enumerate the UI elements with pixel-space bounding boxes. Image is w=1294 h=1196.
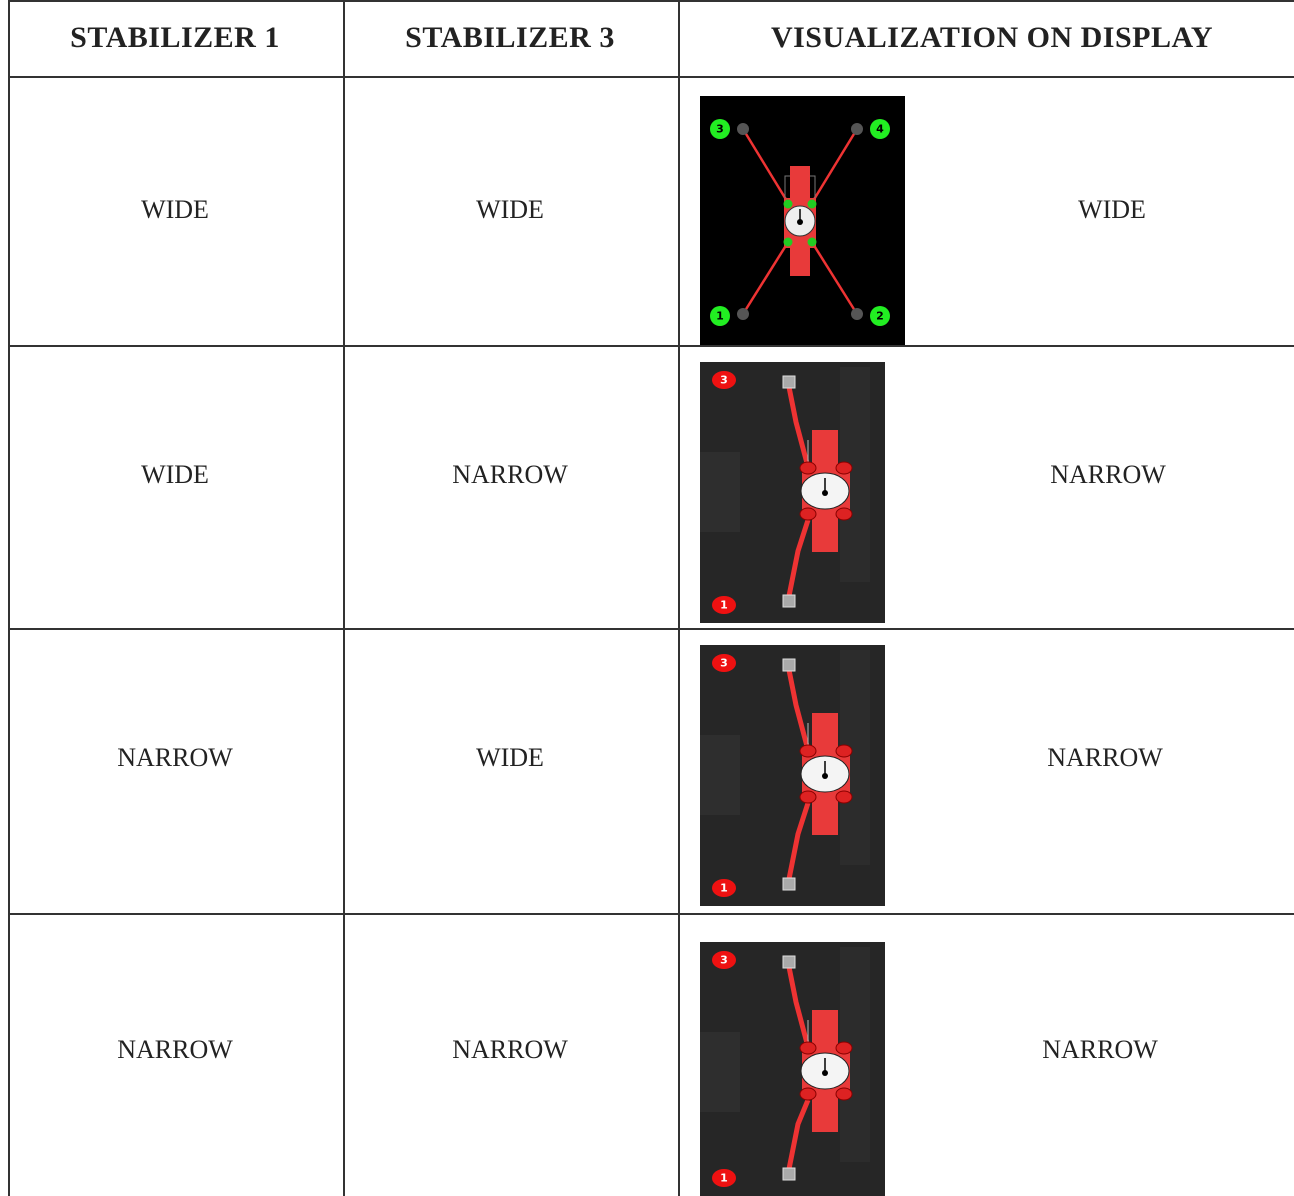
display-label: NARROW [1050,460,1166,489]
column-border [8,0,10,1196]
row-border [8,76,1294,78]
badge-number: 3 [720,374,728,387]
badge-number: 1 [716,310,724,323]
row-border [8,0,1294,2]
badge [712,879,736,897]
badge-number: 3 [716,123,724,136]
column-border [343,0,345,1196]
badge [870,119,890,139]
badge-number: 3 [720,954,728,967]
row-border [8,345,1294,347]
badge-number: 3 [720,657,728,670]
display-image: 31 [700,645,885,906]
display-label: WIDE [1078,195,1146,224]
stabilizer-3-cell: WIDE [476,743,544,772]
stabilizer-3-cell: NARROW [452,1035,568,1064]
row-border [8,628,1294,630]
badge [712,371,736,389]
column-border [678,0,680,1196]
badge [710,306,730,326]
display-image: 31 [700,942,885,1196]
badge [710,119,730,139]
display-label: NARROW [1042,1035,1158,1064]
badge-number: 1 [720,1172,728,1185]
badge [870,306,890,326]
badge-number: 2 [876,310,884,323]
badge [712,654,736,672]
stabilizer-1-cell: WIDE [141,195,209,224]
display-image: 31 [700,362,885,623]
header-cell: STABILIZER 1 [70,21,280,54]
display-label: NARROW [1047,743,1163,772]
stabilizer-3-cell: NARROW [452,460,568,489]
stabilizer-1-cell: WIDE [141,460,209,489]
display-image: 3 4 1 2 [700,96,905,345]
badge [712,951,736,969]
badge [712,1169,736,1187]
badge-number: 1 [720,599,728,612]
badge-number: 1 [720,882,728,895]
header-cell: VISUALIZATION ON DISPLAY [770,21,1214,54]
badge [712,596,736,614]
stabilizer-1-cell: NARROW [117,1035,233,1064]
stabilizer-3-cell: WIDE [476,195,544,224]
header-cell: STABILIZER 3 [405,21,615,54]
stabilizer-1-cell: NARROW [117,743,233,772]
badge-number: 4 [876,123,884,136]
row-border [8,913,1294,915]
